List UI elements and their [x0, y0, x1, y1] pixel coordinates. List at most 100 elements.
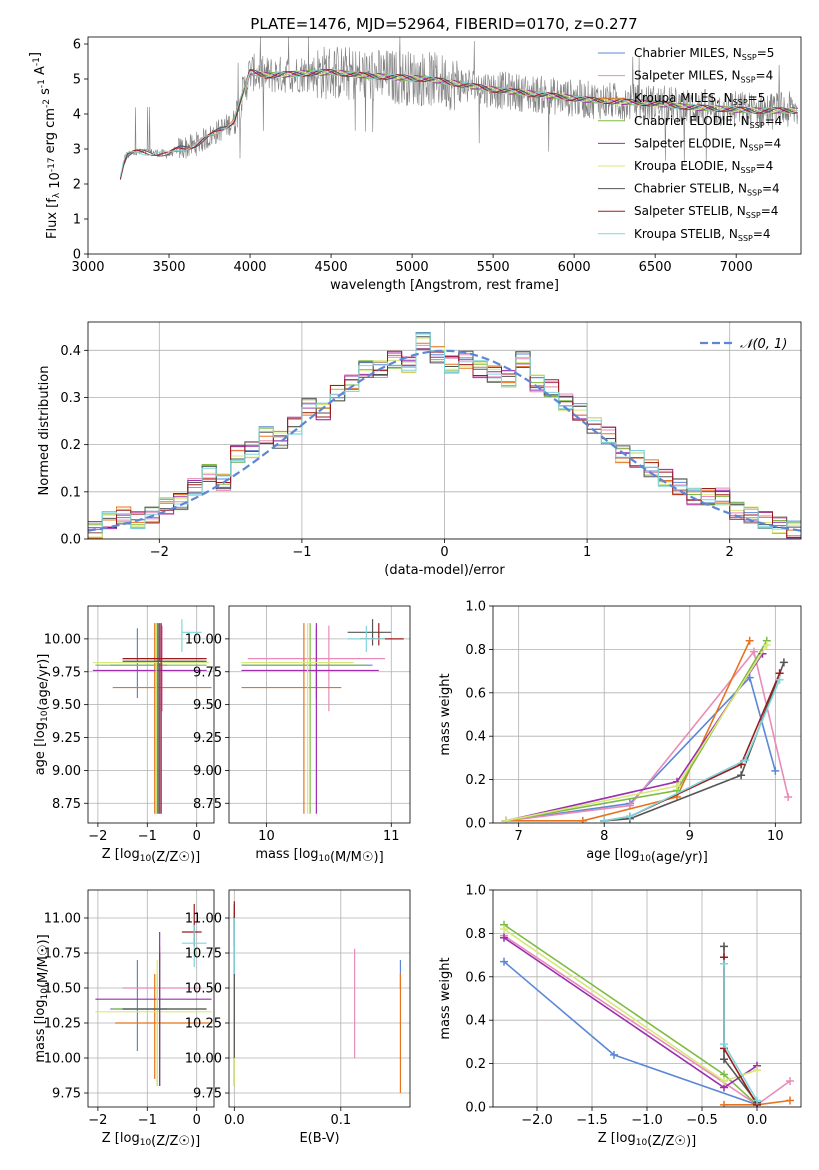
y-tick-label: 10.25 [44, 1017, 81, 1032]
y-axis-label: mass weight [438, 957, 453, 1039]
x-tick-label: −1.5 [576, 1113, 608, 1128]
plot-area [119, 37, 798, 180]
model-line-chabrier-stelib [119, 68, 798, 180]
y-tick-label: 10.50 [44, 982, 81, 997]
plot-area [88, 890, 214, 1107]
legend-entry: 𝒩(0, 1) [740, 337, 787, 352]
errorbar-point [241, 623, 367, 814]
legend-entry: Kroupa STELIB, NSSP=4 [634, 227, 771, 243]
panel-residuals: −2 −1 0 1 2 0.0 0.1 0.2 0.3 0.4 (data-model)/error… [37, 321, 802, 578]
plus-marker [786, 1076, 794, 1085]
x-axis-label: Z [log10(Z/Z☉)] [102, 847, 200, 865]
x-axis-label: Z [log10(Z/Z☉)] [598, 1131, 696, 1149]
x-tick-label: 1 [583, 545, 591, 560]
x-tick-label: 3500 [152, 260, 185, 275]
gaussian-curve [88, 349, 801, 532]
plus-marker [625, 812, 634, 821]
panel-age-vs-mass: 10 11 8.75 9.00 9.25 9.50 9.75 10.00 mass [log10… [185, 605, 411, 865]
plus-marker [501, 816, 510, 823]
plus-marker [720, 942, 728, 951]
x-tick-label: 5500 [477, 260, 510, 275]
plus-marker [737, 771, 746, 780]
legend-entry: Chabrier ELODIE, NSSP=4 [634, 114, 782, 130]
y-tick-label: 9.00 [52, 764, 81, 779]
y-tick-label: 0.2 [465, 1057, 486, 1072]
panel-mass-vs-Z: −2 −1 0 9.75 10.00 10.25 10.50 10.75 11.00 Z [log… [33, 889, 215, 1149]
plot-area [229, 890, 410, 1107]
x-tick-label: −1.0 [631, 1113, 663, 1128]
plus-marker [779, 658, 788, 667]
x-tick-label: 6000 [558, 260, 591, 275]
x-tick-label: 4500 [315, 260, 348, 275]
x-tick-label: 9 [686, 829, 694, 844]
y-tick-label: 9.25 [52, 731, 81, 746]
y-tick-label: 10.75 [44, 947, 81, 962]
y-tick-label: 1.0 [465, 600, 486, 615]
panel-spectrum: 3000 3500 4000 4500 5000 5500 6000 6500 7000 0 1 2 3… [28, 36, 802, 293]
y-tick-label: 0.6 [465, 970, 486, 985]
y-tick-label: 10.00 [44, 1052, 81, 1067]
x-axis-label: age [log10(age/yr)] [586, 847, 708, 865]
axes-frame [492, 605, 802, 824]
x-tick-label: −1 [138, 1113, 157, 1128]
x-tick-label: 0 [440, 545, 448, 560]
y-tick-label: 0.4 [60, 344, 81, 359]
errorbar-point [95, 623, 207, 814]
errorbar-point [122, 946, 202, 1058]
y-tick-label: 0.6 [465, 686, 486, 701]
x-tick-label: 7 [515, 829, 523, 844]
legend-entry: Salpeter STELIB, NSSP=4 [634, 204, 778, 220]
y-tick-label: 0.1 [60, 485, 81, 500]
plus-marker [720, 1076, 728, 1085]
plot-area [88, 606, 214, 823]
y-tick-label: 9.25 [193, 731, 222, 746]
series-line-chabrier-stelib [604, 662, 785, 822]
y-tick-label: 6 [73, 38, 81, 53]
model-line-kroupa-stelib [119, 69, 798, 177]
plus-marker [720, 959, 728, 968]
y-axis-label: mass [log10(M/M☉)] [33, 934, 51, 1062]
legend-entry: Chabrier MILES, NSSP=5 [634, 46, 774, 62]
series-line-kroupa-elodie [505, 644, 768, 822]
x-tick-label: 7000 [720, 260, 753, 275]
errorbar-point [181, 619, 202, 653]
panels: 3000 3500 4000 4500 5000 5500 6000 6500 70000123… [28, 36, 802, 1149]
hist-step-kroupa-stelib [88, 333, 801, 534]
plus-marker [720, 1040, 728, 1049]
errorbar-point [241, 623, 379, 814]
y-tick-label: 10.75 [185, 947, 222, 962]
y-tick-label: 0.2 [465, 773, 486, 788]
plus-marker [500, 933, 508, 942]
x-tick-label: −0.5 [686, 1113, 718, 1128]
panel-massweight-vs-age: 7 8 9 10 0.0 0.2 0.4 0.6 0.8 1.0 age [log10(age/yr… [438, 600, 802, 865]
y-tick-label: 0 [73, 248, 81, 263]
x-tick-label: 0 [193, 1113, 201, 1128]
plus-marker [771, 766, 780, 775]
plus-marker [762, 641, 771, 650]
y-tick-label: 1 [73, 213, 81, 228]
x-tick-label: −2 [88, 829, 107, 844]
errorbar-point [122, 953, 207, 1086]
x-tick-label: 0 [193, 829, 201, 844]
x-tick-label: 0.1 [330, 1113, 351, 1128]
x-axis-label: (data-model)/error [384, 563, 505, 578]
y-tick-label: 8.75 [52, 797, 81, 812]
x-axis-label: wavelength [Angstrom, rest frame] [330, 278, 559, 293]
y-tick-label: 10.00 [44, 632, 81, 647]
axes-frame [87, 36, 802, 255]
plus-marker [672, 782, 681, 791]
x-tick-label: 6500 [639, 260, 672, 275]
model-line-salpeter-elodie [233, 69, 798, 120]
x-tick-label: 4000 [233, 260, 266, 275]
errorbar-point [241, 623, 342, 814]
y-tick-label: 9.75 [193, 1087, 222, 1102]
y-tick-label: 9.75 [52, 665, 81, 680]
series-line-kroupa-miles [505, 640, 751, 822]
y-tick-label: 0.2 [60, 438, 81, 453]
y-tick-label: 10.00 [185, 632, 222, 647]
legend-entry: Salpeter ELODIE, NSSP=4 [634, 136, 781, 152]
x-tick-label: 5000 [396, 260, 429, 275]
y-tick-label: 10.00 [185, 1052, 222, 1067]
plus-marker [500, 957, 508, 966]
y-tick-label: 9.75 [52, 1087, 81, 1102]
